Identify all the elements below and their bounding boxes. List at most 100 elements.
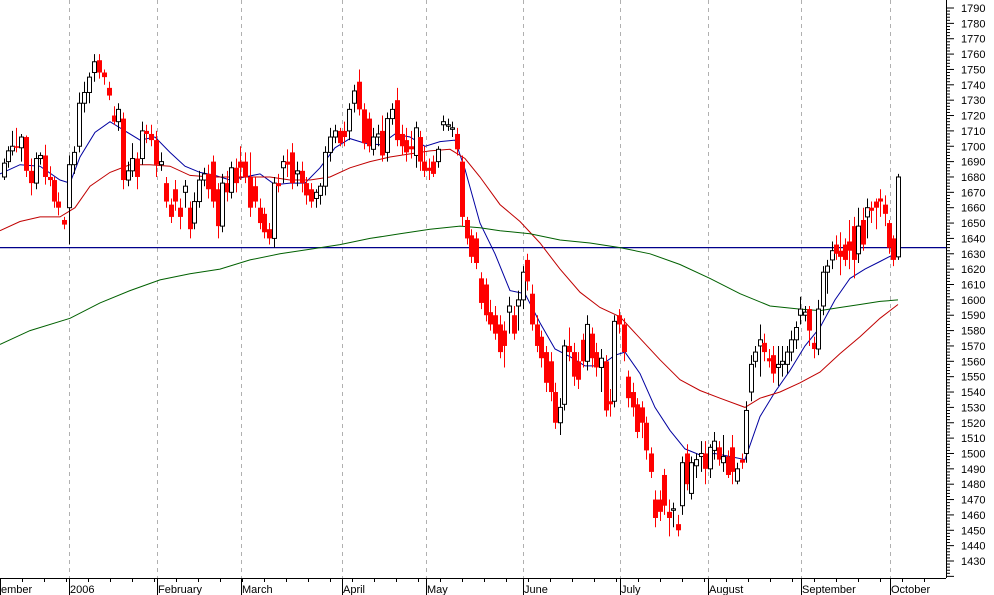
y-tick-label: 1740 (961, 80, 985, 92)
candle (446, 118, 451, 131)
candle (211, 155, 216, 208)
candle (680, 456, 685, 515)
month-label: May (427, 584, 448, 595)
candle (640, 401, 645, 439)
y-tick-label: 1640 (961, 233, 985, 245)
month-label: February (158, 584, 203, 595)
candle (173, 180, 178, 211)
candle (352, 84, 357, 113)
y-tick-label: 1750 (961, 64, 985, 76)
candle (48, 166, 53, 187)
y-tick-label: 1660 (961, 203, 985, 215)
candle (887, 219, 892, 254)
y-tick-label: 1630 (961, 249, 985, 261)
month-label: June (524, 584, 548, 595)
candle (744, 401, 749, 463)
candle (740, 453, 745, 469)
candle (516, 290, 521, 331)
candle (549, 352, 554, 402)
candle (576, 352, 581, 389)
candle (314, 189, 319, 208)
candle (708, 444, 713, 479)
candle (34, 152, 39, 190)
candle (626, 370, 631, 408)
y-tick-label: 1500 (961, 448, 985, 460)
candle (427, 158, 432, 181)
candle (789, 330, 794, 362)
candle (2, 158, 7, 181)
candle (380, 115, 385, 162)
candle (749, 355, 754, 402)
candle (776, 345, 781, 386)
y-tick-label: 1580 (961, 326, 985, 338)
candle (498, 315, 503, 359)
candle (422, 146, 427, 177)
candle (807, 306, 812, 346)
candle (395, 87, 400, 147)
candle (56, 192, 61, 216)
candle (493, 306, 498, 340)
candle (97, 54, 102, 79)
month-label: March (242, 584, 273, 595)
candle (304, 176, 309, 205)
candle (43, 144, 48, 185)
candle (300, 161, 305, 193)
candle (465, 216, 470, 245)
candle (347, 103, 352, 141)
candle (830, 241, 835, 270)
candle (333, 124, 338, 144)
candle (72, 146, 77, 174)
candle (762, 333, 767, 362)
candle (878, 189, 883, 217)
candle (24, 135, 29, 177)
candle (234, 158, 239, 193)
candle (771, 345, 776, 383)
y-tick-label: 1700 (961, 141, 985, 153)
y-tick-label: 1770 (961, 34, 985, 46)
candle (87, 72, 92, 104)
candle (290, 143, 295, 190)
y-tick-label: 1450 (961, 525, 985, 537)
candle (188, 201, 193, 239)
candle (67, 155, 72, 245)
candle (821, 266, 826, 316)
y-tick-label: 1760 (961, 49, 985, 61)
candle (553, 382, 558, 429)
month-label: April (343, 584, 365, 595)
y-tick-label: 1600 (961, 295, 985, 307)
candle (135, 152, 140, 190)
candle (689, 456, 694, 500)
candle (409, 130, 414, 159)
price-candles (2, 54, 901, 537)
candle (874, 198, 879, 230)
candle (590, 327, 595, 368)
candle (121, 112, 126, 190)
candle (404, 127, 409, 162)
candle (276, 173, 281, 193)
candle (694, 453, 699, 479)
candle (206, 164, 211, 199)
candle (262, 207, 267, 239)
candle (488, 299, 493, 331)
candle (229, 161, 234, 199)
candle (544, 345, 549, 393)
candle (253, 176, 258, 208)
candle (323, 146, 328, 196)
y-tick-label: 1610 (961, 280, 985, 292)
candle (502, 321, 507, 368)
candle (653, 490, 658, 528)
candle (812, 336, 817, 359)
candle (385, 112, 390, 162)
candle (197, 170, 202, 208)
candle (658, 490, 663, 522)
y-tick-label: 1430 (961, 556, 985, 568)
candle (667, 499, 672, 537)
candle (183, 180, 188, 208)
candle (699, 441, 704, 472)
candle (460, 155, 465, 227)
candle (202, 167, 207, 187)
candle (267, 223, 272, 245)
candle (816, 299, 821, 356)
y-tick-label: 1560 (961, 356, 985, 368)
